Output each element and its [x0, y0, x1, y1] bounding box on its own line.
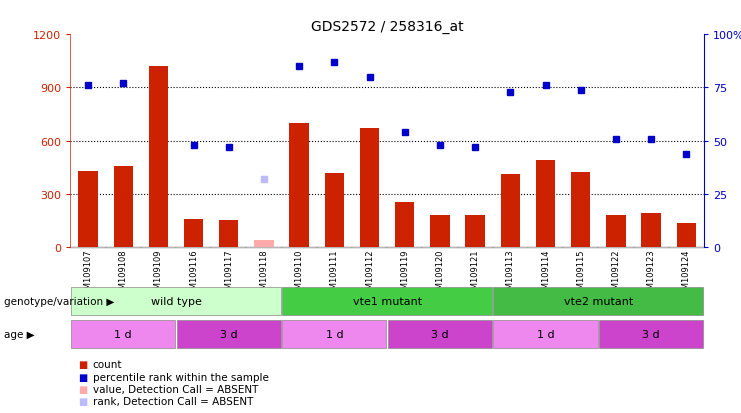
Text: ■: ■ — [78, 372, 87, 382]
Text: rank, Detection Call = ABSENT: rank, Detection Call = ABSENT — [93, 396, 253, 406]
Text: vte1 mutant: vte1 mutant — [353, 296, 422, 306]
Text: 3 d: 3 d — [220, 329, 238, 339]
Bar — [149, 67, 168, 248]
FancyBboxPatch shape — [282, 287, 492, 315]
Bar — [677, 223, 696, 248]
Bar — [254, 241, 273, 248]
Title: GDS2572 / 258316_at: GDS2572 / 258316_at — [311, 20, 463, 34]
Bar — [290, 124, 309, 248]
Bar — [465, 216, 485, 248]
Text: 1 d: 1 d — [325, 329, 343, 339]
Text: 1 d: 1 d — [536, 329, 554, 339]
Text: count: count — [93, 359, 122, 369]
Bar — [79, 171, 98, 248]
Text: age ▶: age ▶ — [4, 329, 34, 339]
Text: 3 d: 3 d — [642, 329, 660, 339]
Bar — [219, 220, 239, 248]
Bar — [113, 166, 133, 248]
Bar — [571, 173, 591, 248]
Text: percentile rank within the sample: percentile rank within the sample — [93, 372, 268, 382]
Bar — [325, 173, 344, 248]
Bar — [501, 174, 520, 248]
Bar — [431, 215, 450, 248]
Text: ■: ■ — [78, 359, 87, 369]
Text: wild type: wild type — [150, 296, 202, 306]
FancyBboxPatch shape — [176, 320, 281, 348]
FancyBboxPatch shape — [388, 320, 492, 348]
Bar — [642, 213, 661, 248]
Bar — [184, 219, 203, 248]
FancyBboxPatch shape — [282, 320, 387, 348]
Text: genotype/variation ▶: genotype/variation ▶ — [4, 296, 114, 306]
Text: value, Detection Call = ABSENT: value, Detection Call = ABSENT — [93, 384, 258, 394]
Text: vte2 mutant: vte2 mutant — [564, 296, 633, 306]
FancyBboxPatch shape — [494, 320, 598, 348]
Bar — [536, 161, 555, 248]
Text: ■: ■ — [78, 396, 87, 406]
Bar — [395, 203, 414, 248]
FancyBboxPatch shape — [494, 287, 703, 315]
FancyBboxPatch shape — [71, 287, 281, 315]
FancyBboxPatch shape — [599, 320, 703, 348]
Text: ■: ■ — [78, 384, 87, 394]
Bar — [606, 216, 625, 248]
Text: 3 d: 3 d — [431, 329, 449, 339]
FancyBboxPatch shape — [71, 320, 176, 348]
Text: 1 d: 1 d — [114, 329, 132, 339]
Bar — [360, 129, 379, 248]
